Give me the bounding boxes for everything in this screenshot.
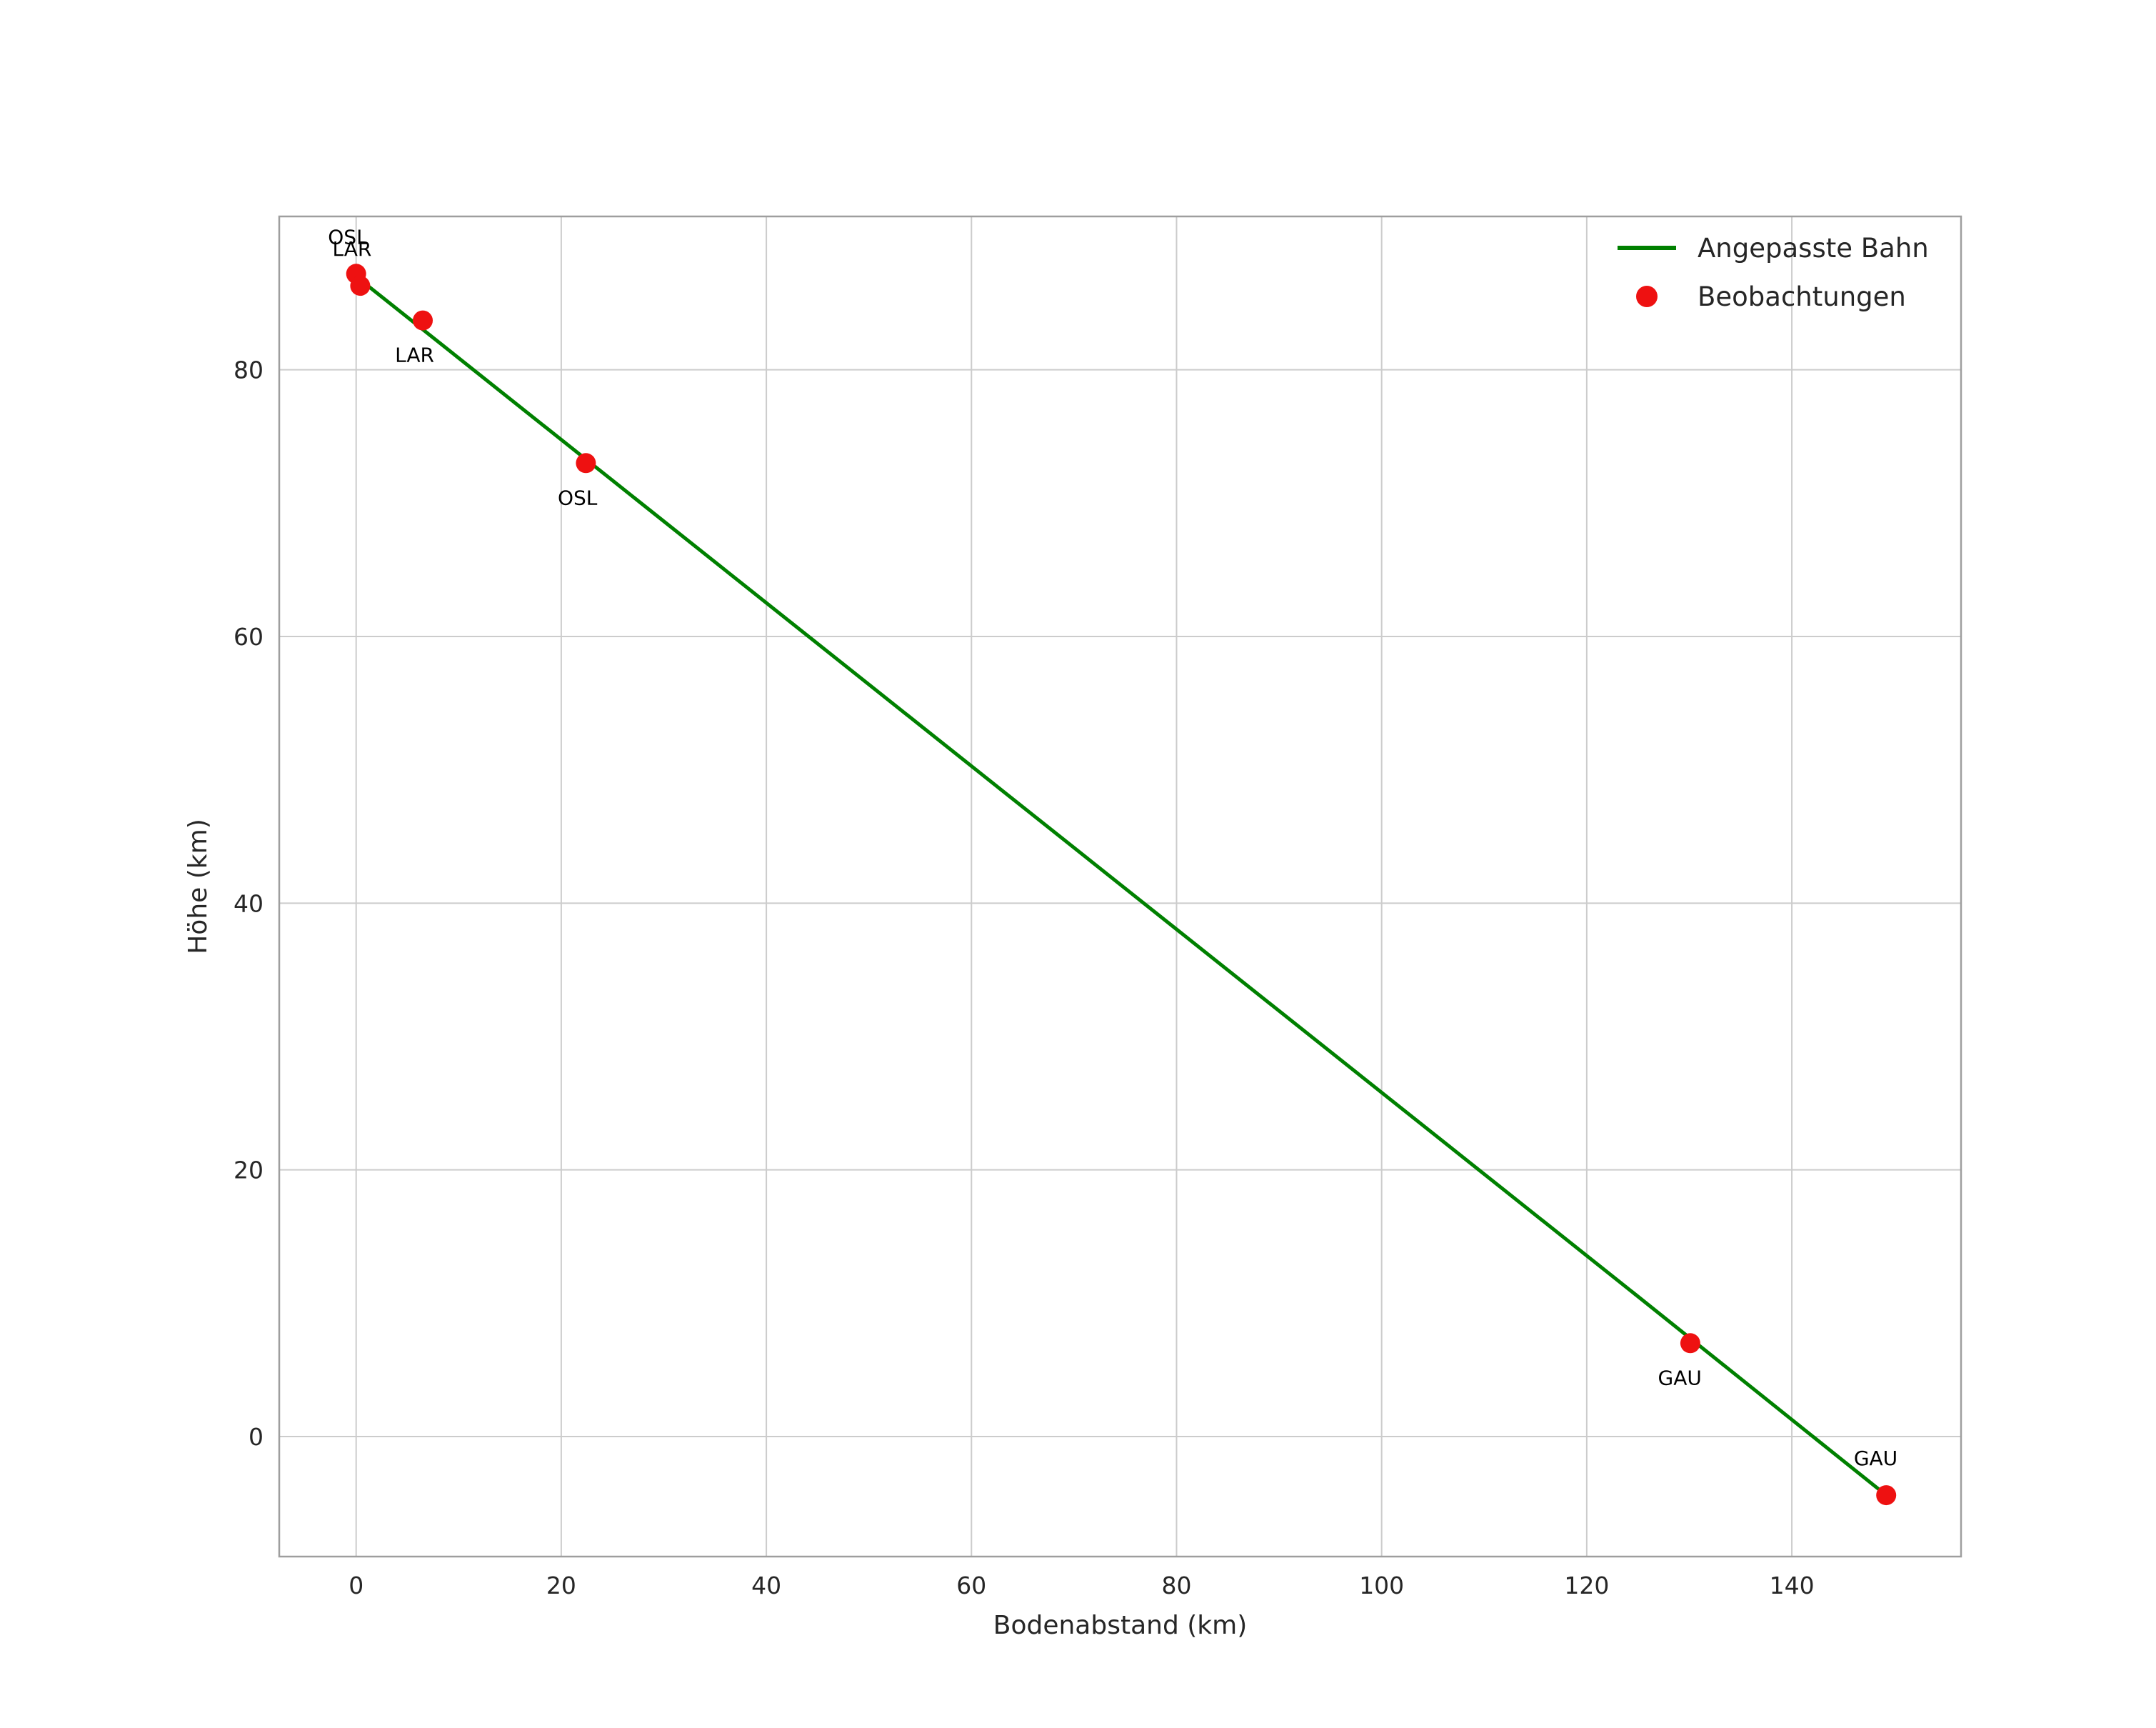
point-label: GAU	[1854, 1447, 1897, 1470]
x-tick-label: 140	[1770, 1572, 1815, 1599]
data-point	[350, 276, 371, 296]
legend-label: Beobachtungen	[1698, 281, 1906, 312]
point-label: LAR	[333, 237, 372, 261]
legend-dot-marker	[1636, 286, 1658, 307]
y-tick-label: 40	[234, 889, 264, 917]
data-point	[413, 310, 433, 331]
x-tick-label: 40	[751, 1572, 781, 1599]
point-label: LAR	[395, 344, 434, 367]
x-tick-label: 0	[349, 1572, 363, 1599]
data-point	[1680, 1333, 1700, 1354]
y-tick-label: 80	[234, 356, 264, 384]
data-point	[576, 453, 596, 474]
y-axis-label: Höhe (km)	[184, 819, 213, 954]
point-label: OSL	[328, 225, 368, 249]
point-label: OSL	[558, 486, 598, 509]
data-point	[1876, 1485, 1897, 1506]
fitted-trajectory-line	[354, 274, 1888, 1497]
x-tick-label: 120	[1564, 1572, 1609, 1599]
x-tick-label: 20	[546, 1572, 576, 1599]
x-tick-label: 100	[1359, 1572, 1404, 1599]
y-tick-label: 20	[234, 1157, 264, 1184]
legend-label: Angepasste Bahn	[1698, 233, 1929, 264]
y-tick-label: 60	[234, 623, 264, 651]
plot-border	[278, 215, 1962, 1558]
y-tick-label: 0	[249, 1423, 264, 1451]
x-axis-label: Bodenabstand (km)	[993, 1611, 1248, 1640]
x-tick-label: 80	[1162, 1572, 1192, 1599]
point-label: GAU	[1658, 1366, 1702, 1389]
x-tick-label: 60	[956, 1572, 986, 1599]
